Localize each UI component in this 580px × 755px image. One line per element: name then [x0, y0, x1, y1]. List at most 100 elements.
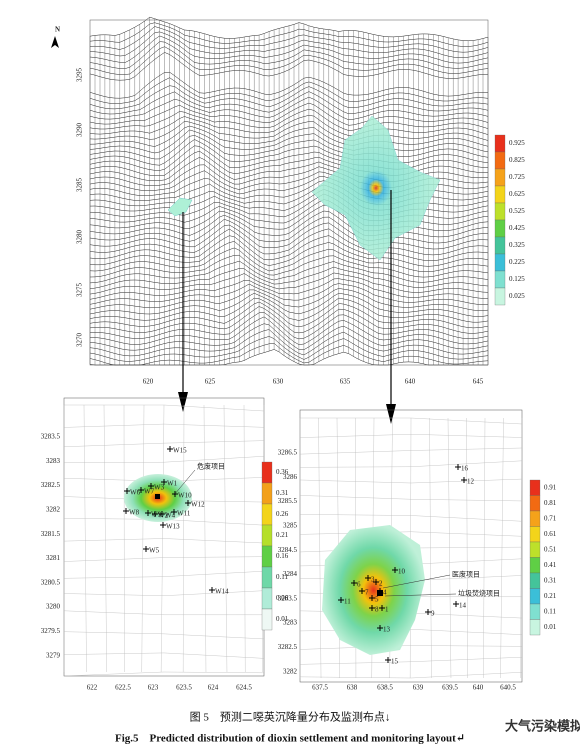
- monitor-label: 12: [467, 478, 475, 486]
- monitor-marker: [148, 483, 154, 489]
- legend-label: 0.31: [276, 489, 289, 497]
- monitor-label: W6: [130, 489, 141, 497]
- legend-label: 0.11: [544, 607, 556, 615]
- grid-row: [299, 645, 523, 650]
- y-tick-label: 3286: [283, 473, 298, 481]
- x-tick-label: 638: [347, 684, 358, 692]
- grid-row: [299, 495, 523, 502]
- grid-row: [63, 631, 265, 640]
- monitor-label: 13: [383, 626, 391, 634]
- monitor-marker: [373, 579, 379, 585]
- leader-line: [382, 574, 451, 589]
- source-marker: [377, 590, 383, 596]
- x-tick-label: 620: [143, 378, 154, 386]
- monitor-marker: [369, 595, 375, 601]
- grid-col: [203, 404, 207, 673]
- monitor-label: 15: [391, 658, 399, 666]
- y-tick-label: 3280: [76, 230, 84, 245]
- legend-label: 0.825: [509, 156, 525, 164]
- monitor-marker: [161, 479, 167, 485]
- legend-label: 0.01: [544, 623, 557, 631]
- monitor-marker: [171, 509, 177, 515]
- monitor-label: W13: [166, 523, 180, 531]
- legend-label: 0.225: [509, 258, 525, 266]
- legend-label: 0.81: [544, 499, 557, 507]
- north-arrow: [51, 36, 59, 48]
- x-tick-label: 640.5: [500, 684, 516, 692]
- source-marker: [155, 494, 160, 499]
- legend-swatch: [261, 524, 273, 547]
- legend-swatch: [529, 526, 541, 543]
- monitor-marker: [167, 446, 173, 452]
- caption-zh: 图 5 预测二噁英沉降量分布及监测布点↓: [190, 710, 391, 724]
- grid-row: [299, 629, 523, 635]
- legend-label: 0.325: [509, 241, 525, 249]
- monitor-marker: [377, 625, 383, 631]
- legend-label: 0.025: [509, 292, 525, 300]
- monitor-label: 14: [459, 602, 467, 610]
- y-tick-label: 3290: [76, 123, 84, 138]
- x-tick-label: 638.5: [377, 684, 393, 692]
- legend-swatch: [529, 510, 541, 527]
- legend-label: 0.625: [509, 190, 525, 198]
- legend-label: 0.125: [509, 275, 525, 283]
- monitor-label: W11: [177, 510, 191, 518]
- legend-label: 0.41: [544, 561, 557, 569]
- y-tick-label: 3286.5: [278, 449, 298, 457]
- monitor-marker: [143, 546, 149, 552]
- monitor-marker: [392, 567, 398, 573]
- grid-col: [160, 404, 165, 673]
- monitor-marker: [124, 488, 130, 494]
- grid-col: [466, 417, 468, 679]
- y-tick-label: 3281: [46, 554, 61, 562]
- grid-row: [63, 556, 265, 562]
- legend-label: 0.725: [509, 173, 525, 181]
- legend-swatch: [494, 287, 506, 306]
- y-tick-label: 3284.5: [278, 546, 298, 554]
- legend-swatch: [261, 503, 273, 526]
- y-tick-label: 3295: [76, 68, 84, 83]
- monitor-label: 1: [385, 606, 389, 614]
- legend-swatch: [494, 270, 506, 289]
- legend-swatch: [494, 236, 506, 255]
- grid-row: [299, 531, 523, 537]
- legend-swatch: [529, 557, 541, 574]
- legend-label: 0.16: [276, 552, 289, 560]
- y-tick-label: 3282.5: [41, 481, 61, 489]
- monitor-marker: [160, 522, 166, 528]
- legend-swatch: [529, 603, 541, 620]
- grid-col: [483, 417, 486, 679]
- grid-col: [103, 404, 107, 673]
- grid-row: [299, 478, 523, 484]
- plot-frame: [89, 19, 489, 366]
- monitor-marker: [369, 605, 375, 611]
- grid-row: [299, 514, 523, 522]
- y-tick-label: 3281.5: [41, 530, 61, 538]
- legend-label: 0.61: [544, 530, 557, 538]
- legend-label: 0.36: [276, 468, 289, 476]
- y-tick-label: 3283.5: [41, 433, 61, 441]
- monitor-label: 7: [365, 589, 369, 597]
- legend-swatch: [494, 253, 506, 272]
- y-tick-label: 3283.5: [278, 594, 298, 602]
- monitor-marker: [152, 511, 158, 517]
- grid-col: [520, 417, 523, 679]
- x-tick-label: 640: [473, 684, 484, 692]
- monitor-label: W5: [149, 547, 160, 555]
- grid-col: [141, 404, 145, 673]
- legend-swatch: [261, 587, 273, 610]
- monitor-label: W8: [129, 509, 140, 517]
- legend-label: 0.21: [544, 592, 557, 600]
- x-tick-label: 622.5: [115, 684, 131, 692]
- y-tick-label: 3279.5: [41, 627, 61, 635]
- monitor-marker: [209, 587, 215, 593]
- source-label: 医废项目: [452, 570, 480, 579]
- monitor-marker: [338, 597, 344, 603]
- legend-label: 0.31: [544, 576, 557, 584]
- x-tick-label: 640: [405, 378, 416, 386]
- north-label: N: [55, 26, 60, 34]
- grid-row: [63, 590, 265, 596]
- legend-label: 0.91: [544, 483, 557, 491]
- y-tick-label: 3285: [76, 178, 84, 193]
- x-tick-label: 645: [473, 378, 484, 386]
